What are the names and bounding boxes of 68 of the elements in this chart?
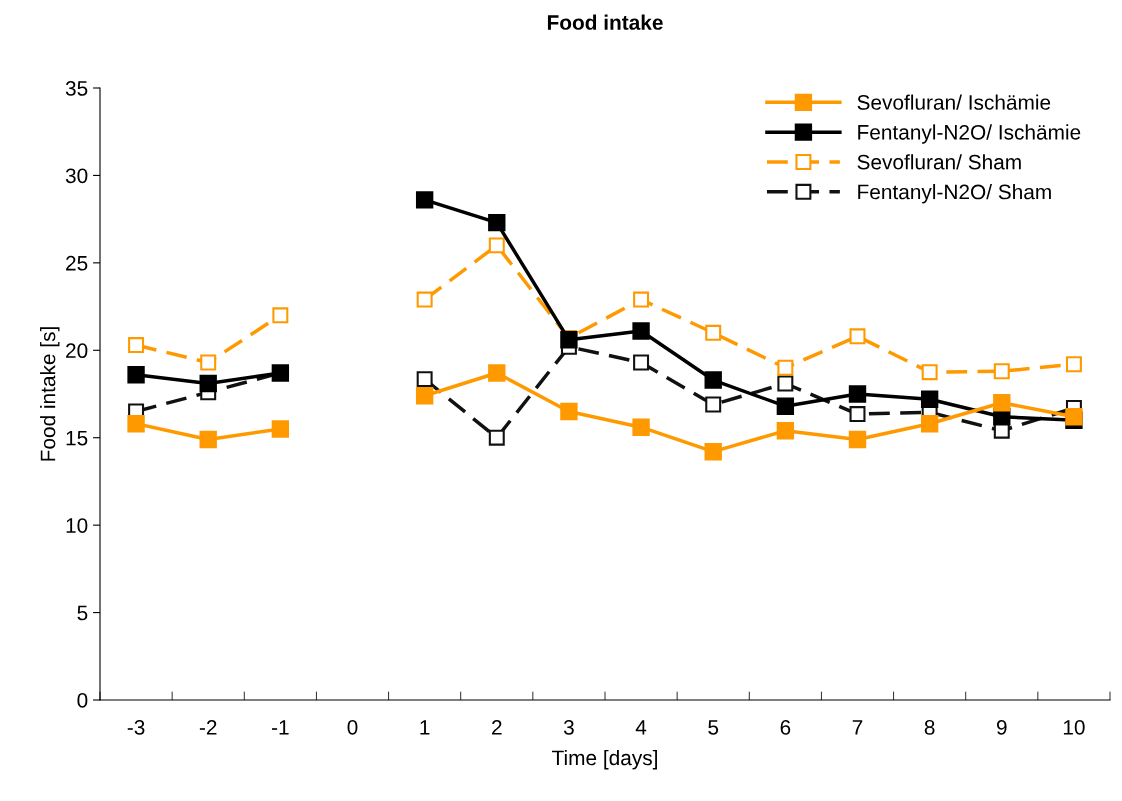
point [127, 415, 145, 433]
point [777, 375, 794, 392]
y-tick-label: 0 [77, 693, 88, 708]
point [921, 364, 938, 381]
y-tick-label: 20 [66, 343, 88, 359]
y-tick-label: 30 [65, 168, 88, 184]
point [127, 366, 145, 384]
x-tick-label: 9 [996, 719, 1007, 735]
point [200, 354, 217, 371]
legend-label: Sevofluran/ Ischämie [857, 94, 1051, 110]
x-tick-label: 6 [780, 719, 791, 735]
y-axis-title: Food intake [s] [40, 327, 60, 461]
point [632, 322, 650, 340]
point [272, 307, 289, 324]
x-tick-label: -1 [272, 720, 289, 735]
point [560, 402, 578, 421]
legend-label: Fentanyl-N2O/ Ischämie [858, 124, 1081, 144]
x-tick-label: 8 [924, 719, 935, 735]
point [199, 430, 217, 449]
x-tick-label: 0 [347, 719, 358, 735]
point [128, 337, 145, 354]
point [416, 291, 433, 308]
point [632, 418, 650, 436]
point [271, 420, 290, 438]
legend-label: Sevofluran/ Sham [857, 154, 1021, 170]
x-tick-label: 1 [420, 720, 430, 735]
point [1065, 356, 1082, 373]
x-tick-label: 10 [1063, 719, 1085, 735]
x-tick-label: 5 [708, 720, 719, 735]
x-tick-label: -3 [127, 719, 145, 735]
point [416, 371, 433, 388]
y-tick-label: 10 [66, 518, 88, 533]
x-tick-label: 3 [563, 719, 574, 735]
y-tick-label: 15 [66, 430, 88, 446]
y-tick-label: 35 [65, 81, 88, 96]
point [920, 390, 939, 408]
point [488, 237, 505, 254]
point [848, 385, 867, 403]
point [705, 324, 722, 341]
chart-title: Food intake [547, 14, 663, 30]
x-tick-label: 7 [852, 720, 863, 735]
x-tick-label: -2 [199, 719, 217, 735]
point [704, 371, 722, 389]
x-axis-title: Time [days] [552, 749, 657, 770]
point [488, 213, 506, 232]
point [633, 354, 650, 371]
y-tick-label: 5 [77, 605, 88, 621]
point [849, 328, 866, 345]
point [849, 406, 866, 423]
y-tick-label: 25 [66, 255, 88, 271]
point [704, 443, 722, 461]
point [776, 397, 795, 415]
point [848, 430, 867, 449]
point [993, 363, 1010, 380]
point [415, 191, 434, 209]
point [415, 387, 434, 405]
point [199, 374, 217, 393]
point [633, 291, 650, 308]
point [993, 394, 1011, 412]
point [705, 396, 722, 413]
x-tick-label: 4 [635, 720, 647, 735]
point [776, 422, 795, 440]
point [920, 415, 939, 433]
point [777, 359, 794, 376]
legend-label: Fentanyl-N2O/ Sham [858, 184, 1051, 204]
point [488, 429, 505, 446]
x-tick-label: 2 [492, 719, 502, 735]
point [488, 364, 506, 382]
